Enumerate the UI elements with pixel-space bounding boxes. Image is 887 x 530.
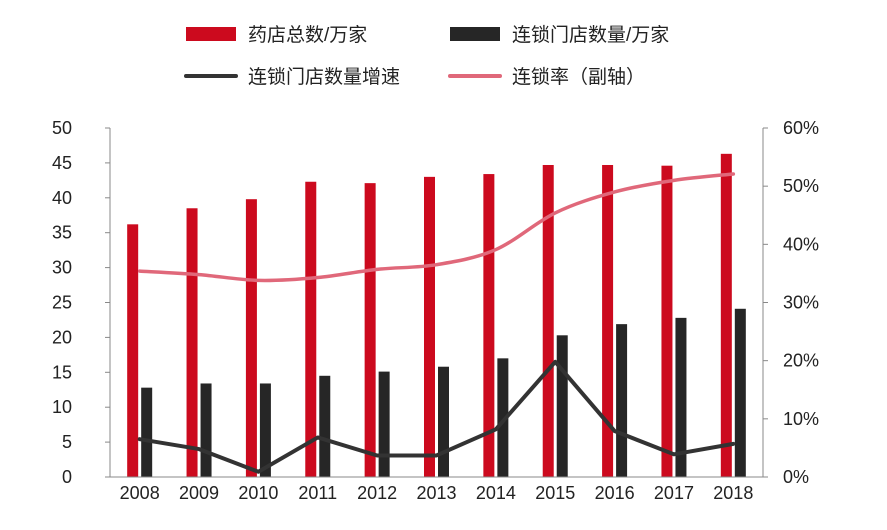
line-连锁率（副轴） bbox=[137, 172, 736, 283]
legend-item: 连锁率（副轴） bbox=[448, 66, 645, 88]
bar-连锁门店数量/万家-2012 bbox=[378, 371, 390, 477]
x-tick-label: 2017 bbox=[654, 483, 694, 503]
bar-药店总数/万家-2011 bbox=[305, 181, 317, 477]
left-tick-label: 25 bbox=[52, 293, 72, 313]
legend-swatch bbox=[186, 27, 236, 41]
left-tick-label: 45 bbox=[52, 153, 72, 173]
bar-连锁门店数量/万家-2013 bbox=[438, 366, 449, 477]
left-tick-label: 50 bbox=[52, 118, 72, 138]
bar-连锁门店数量/万家-2017 bbox=[675, 317, 687, 477]
legend-label: 连锁门店数量增速 bbox=[248, 66, 400, 88]
x-tick-label: 2009 bbox=[179, 483, 219, 503]
bar-药店总数/万家-2012 bbox=[364, 183, 376, 477]
bar-药店总数/万家-2016 bbox=[602, 164, 614, 477]
bar-连锁门店数量/万家-2015 bbox=[556, 335, 568, 477]
bar-药店总数/万家-2015 bbox=[542, 164, 554, 477]
legend-item: 连锁门店数量增速 bbox=[184, 66, 400, 88]
x-tick-label: 2015 bbox=[535, 483, 575, 503]
left-tick-label: 15 bbox=[52, 362, 72, 382]
legend-label: 药店总数/万家 bbox=[248, 24, 367, 46]
right-tick-label: 60% bbox=[783, 118, 819, 138]
legend-label: 连锁率（副轴） bbox=[512, 66, 645, 88]
legend-swatch bbox=[450, 27, 500, 41]
bars-group bbox=[127, 153, 746, 478]
bar-连锁门店数量/万家-2009 bbox=[200, 383, 212, 477]
x-tick-label: 2016 bbox=[595, 483, 635, 503]
bar-药店总数/万家-2008 bbox=[127, 224, 139, 477]
x-tick-label: 2010 bbox=[238, 483, 278, 503]
x-tick-label: 2018 bbox=[713, 483, 753, 503]
x-tick-label: 2013 bbox=[416, 483, 456, 503]
bar-药店总数/万家-2018 bbox=[720, 153, 732, 478]
bar-连锁门店数量/万家-2014 bbox=[497, 358, 509, 477]
left-tick-label: 10 bbox=[52, 397, 72, 417]
right-tick-label: 0% bbox=[783, 467, 809, 487]
bar-药店总数/万家-2013 bbox=[424, 176, 435, 478]
bar-连锁门店数量/万家-2010 bbox=[259, 383, 271, 477]
x-tick-label: 2008 bbox=[120, 483, 160, 503]
bar-连锁门店数量/万家-2008 bbox=[141, 387, 153, 477]
legend-item: 药店总数/万家 bbox=[186, 24, 367, 46]
left-tick-label: 5 bbox=[62, 432, 72, 452]
left-tick-label: 40 bbox=[52, 188, 72, 208]
x-tick-label: 2011 bbox=[298, 483, 337, 503]
bar-连锁门店数量/万家-2018 bbox=[734, 308, 746, 477]
line-连锁门店数量增速 bbox=[137, 359, 736, 474]
bar-连锁门店数量/万家-2016 bbox=[616, 324, 628, 477]
bar-药店总数/万家-2014 bbox=[483, 174, 495, 477]
bar-连锁门店数量/万家-2011 bbox=[319, 375, 331, 477]
x-tick-label: 2012 bbox=[357, 483, 397, 503]
right-tick-label: 50% bbox=[783, 176, 819, 196]
bar-药店总数/万家-2010 bbox=[245, 199, 257, 478]
legend-label: 连锁门店数量/万家 bbox=[512, 24, 669, 46]
right-tick-label: 30% bbox=[783, 293, 819, 313]
right-tick-label: 40% bbox=[783, 234, 819, 254]
right-tick-label: 10% bbox=[783, 409, 819, 429]
left-tick-label: 35 bbox=[52, 223, 72, 243]
bar-药店总数/万家-2017 bbox=[661, 165, 673, 477]
legend-item: 连锁门店数量/万家 bbox=[450, 24, 669, 46]
left-tick-label: 0 bbox=[62, 467, 72, 487]
left-tick-label: 30 bbox=[52, 258, 72, 278]
x-tick-label: 2014 bbox=[476, 483, 516, 503]
left-tick-label: 20 bbox=[52, 327, 72, 347]
bar-药店总数/万家-2009 bbox=[186, 208, 198, 477]
right-tick-label: 20% bbox=[783, 351, 819, 371]
